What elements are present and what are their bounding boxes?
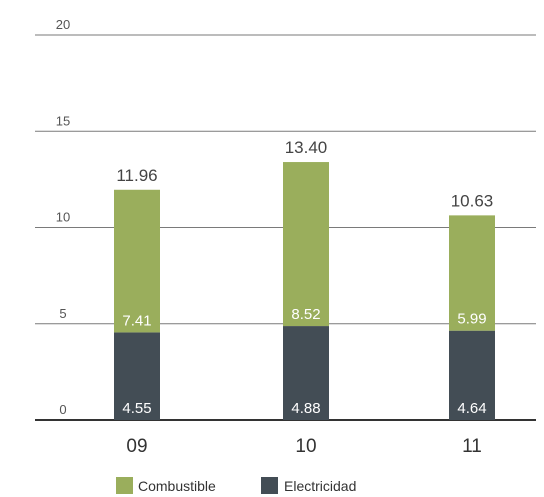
x-tick-label: 11 — [462, 436, 482, 457]
data-label-combustible-11: 5.99 — [457, 311, 486, 328]
data-label-electricidad-10: 4.88 — [291, 400, 320, 417]
y-tick-label: 5 — [59, 306, 66, 321]
legend-label-electricidad: Electricidad — [284, 478, 356, 494]
y-tick-label: 20 — [56, 17, 70, 32]
y-tick-label: 15 — [56, 113, 70, 128]
legend-swatch-combustible — [116, 477, 133, 494]
data-label-combustible-10: 8.52 — [291, 306, 320, 323]
bars: 4.55 7.41 11.96 4.88 8.52 13.40 4.64 5.99 10.63 — [114, 138, 495, 420]
bar-segment-combustible-11 — [449, 215, 495, 331]
y-tick-label: 10 — [56, 210, 70, 225]
bar-segment-electricidad-09 — [114, 332, 160, 420]
x-tick-label: 09 — [126, 436, 147, 457]
legend: Combustible Electricidad — [116, 477, 356, 494]
data-label-electricidad-11: 4.64 — [457, 400, 486, 417]
total-label-10: 13.40 — [285, 138, 328, 157]
x-axis-ticks: 09 10 11 — [126, 436, 481, 457]
legend-label-combustible: Combustible — [138, 478, 216, 494]
data-label-combustible-09: 7.41 — [122, 312, 151, 329]
data-label-electricidad-09: 4.55 — [122, 400, 151, 417]
y-tick-label: 0 — [59, 402, 66, 417]
bar-segment-combustible-10 — [283, 162, 329, 327]
bar-segment-electricidad-10 — [283, 326, 329, 420]
x-tick-label: 10 — [295, 436, 316, 457]
legend-swatch-electricidad — [261, 477, 278, 494]
total-label-09: 11.96 — [116, 166, 157, 185]
total-label-11: 10.63 — [451, 191, 494, 210]
y-axis-ticks: 0 5 10 15 20 — [56, 17, 70, 417]
bar-segment-combustible-09 — [114, 189, 160, 333]
bar-segment-electricidad-11 — [449, 330, 495, 420]
